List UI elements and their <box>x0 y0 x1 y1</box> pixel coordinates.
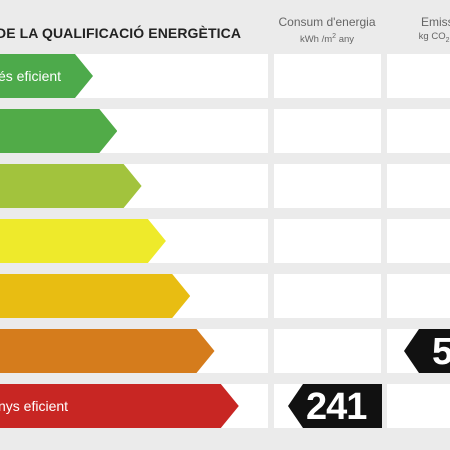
rating-band-arrow <box>0 219 166 263</box>
emission-value-cell <box>387 384 450 428</box>
energy-column-title: Consum d'energia <box>278 15 376 29</box>
rating-band-5 <box>0 274 191 318</box>
emission-value-cell <box>387 219 450 263</box>
energy-value-cell <box>274 274 381 318</box>
rating-band-arrow <box>0 54 93 98</box>
emission-value-cell <box>387 109 450 153</box>
rating-band-label: és eficient <box>0 68 62 84</box>
energy-value-marker: 241 <box>288 384 382 428</box>
rating-band-3 <box>0 164 142 208</box>
rating-band-7: nys eficient <box>0 384 239 428</box>
rating-band-label: nys eficient <box>0 398 69 414</box>
energy-value: 241 <box>306 386 367 428</box>
emission-value-cell <box>387 54 450 98</box>
emissions-column-title: Emissio <box>420 15 450 29</box>
emissions-header: Emissio kg CO2 / m <box>387 14 450 48</box>
rating-band-arrow <box>0 164 142 208</box>
energy-consumption-header: Consum d'energia kWh /m2 any <box>273 14 381 47</box>
energy-marker-shape <box>288 384 382 428</box>
rating-band-6 <box>0 329 215 373</box>
rating-band-arrow <box>0 274 191 318</box>
energy-value-cell <box>274 54 381 98</box>
emissions-column-unit: kg CO2 / m <box>418 31 450 44</box>
rating-band-arrow <box>0 329 215 373</box>
energy-value-cell <box>274 164 381 208</box>
emission-value-marker: 5 <box>404 329 450 373</box>
energy-value-cell <box>274 109 381 153</box>
emission-value: 5 <box>432 331 450 373</box>
rating-band-2 <box>0 109 118 153</box>
emission-value-cell <box>387 164 450 208</box>
emission-value-cell <box>387 274 450 318</box>
rating-band-4 <box>0 219 166 263</box>
rating-band-1: és eficient <box>0 54 93 98</box>
emission-marker-shape <box>404 329 450 373</box>
energy-column-unit: kWh /m2 any <box>299 33 355 46</box>
energy-value-cell <box>274 219 381 263</box>
page-title: DE LA QUALIFICACIÓ ENERGÈTICA <box>0 25 242 41</box>
rating-band-arrow <box>0 109 118 153</box>
energy-value-cell <box>274 329 381 373</box>
rating-band-arrow <box>0 384 239 428</box>
